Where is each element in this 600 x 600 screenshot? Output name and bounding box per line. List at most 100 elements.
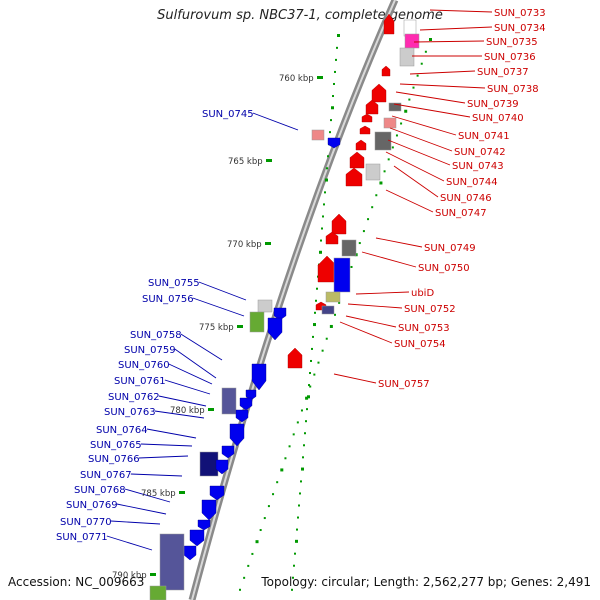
- gene-label-forward[interactable]: SUN_0755: [148, 278, 200, 289]
- gene-feature[interactable]: [197, 519, 211, 531]
- gene-feature[interactable]: [287, 347, 303, 369]
- gene-feature[interactable]: [201, 499, 217, 521]
- gene-feature[interactable]: [349, 151, 365, 169]
- gene-feature[interactable]: [374, 131, 392, 151]
- gene-label-reverse[interactable]: ubiD: [411, 288, 434, 299]
- gene-label-reverse[interactable]: SUN_0736: [484, 52, 536, 63]
- gene-feature[interactable]: [404, 33, 420, 49]
- gene-label-reverse[interactable]: SUN_0747: [435, 208, 487, 219]
- gene-feature[interactable]: [239, 397, 253, 411]
- gene-label-reverse[interactable]: SUN_0744: [446, 177, 498, 188]
- gene-label-reverse[interactable]: SUN_0757: [378, 379, 430, 390]
- gene-feature[interactable]: [381, 65, 391, 77]
- scale-tick: [291, 588, 293, 591]
- gene-label-forward[interactable]: SUN_0765: [90, 440, 142, 451]
- gene-label-reverse[interactable]: SUN_0753: [398, 323, 450, 334]
- gene-feature[interactable]: [215, 459, 229, 475]
- gene-feature[interactable]: [235, 409, 249, 423]
- gene-feature[interactable]: [383, 13, 395, 35]
- gene-feature[interactable]: [325, 231, 339, 245]
- gene-label-reverse[interactable]: SUN_0752: [404, 304, 456, 315]
- scale-tick: [309, 372, 311, 375]
- gene-feature[interactable]: [251, 363, 267, 391]
- gene-label-reverse[interactable]: SUN_0733: [494, 8, 546, 19]
- gene-label-forward[interactable]: SUN_0762: [108, 392, 160, 403]
- gene-feature[interactable]: [257, 299, 273, 313]
- gene-feature[interactable]: [183, 545, 197, 561]
- gene-feature[interactable]: [359, 125, 371, 135]
- gene-feature[interactable]: [341, 239, 357, 257]
- gene-feature[interactable]: [388, 102, 402, 112]
- gene-label-forward[interactable]: SUN_0770: [60, 517, 112, 528]
- gene-feature[interactable]: [361, 113, 373, 123]
- gene-feature[interactable]: [229, 423, 245, 447]
- gene-feature[interactable]: [365, 163, 381, 181]
- gene-feature[interactable]: [149, 585, 167, 600]
- gene-feature[interactable]: [371, 83, 387, 103]
- scale-tick: [327, 155, 329, 158]
- scale-tick: [284, 457, 287, 460]
- gene-label-forward[interactable]: SUN_0745: [202, 109, 254, 120]
- scale-tick: [331, 106, 334, 110]
- gene-feature[interactable]: [333, 257, 351, 293]
- gene-label-forward[interactable]: SUN_0769: [66, 500, 118, 511]
- scale-tick: [311, 347, 313, 350]
- gene-feature[interactable]: [199, 451, 219, 477]
- gene-feature[interactable]: [311, 129, 325, 141]
- gene-feature[interactable]: [189, 529, 205, 547]
- gene-label-reverse[interactable]: SUN_0743: [452, 161, 504, 172]
- gene-feature[interactable]: [403, 19, 417, 37]
- gene-feature[interactable]: [245, 389, 257, 401]
- accession-text: Accession: NC_009663: [8, 575, 145, 589]
- gene-label-forward[interactable]: SUN_0771: [56, 532, 108, 543]
- scale-tick: [400, 122, 403, 125]
- gene-label-reverse[interactable]: SUN_0740: [472, 113, 524, 124]
- label-leader-line: [168, 363, 213, 385]
- label-leader-line: [252, 112, 299, 131]
- gene-feature[interactable]: [221, 387, 237, 415]
- gene-label-forward[interactable]: SUN_0763: [104, 407, 156, 418]
- gene-feature[interactable]: [383, 117, 397, 129]
- gene-label-forward[interactable]: SUN_0758: [130, 330, 182, 341]
- gene-label-reverse[interactable]: SUN_0739: [467, 99, 519, 110]
- gene-label-reverse[interactable]: SUN_0738: [487, 84, 539, 95]
- scale-tick: [379, 181, 383, 185]
- gene-label-reverse[interactable]: SUN_0750: [418, 263, 470, 274]
- gene-label-forward[interactable]: SUN_0767: [80, 470, 132, 481]
- gene-feature[interactable]: [399, 47, 415, 67]
- gene-label-forward[interactable]: SUN_0761: [114, 376, 166, 387]
- gene-label-forward[interactable]: SUN_0756: [142, 294, 194, 305]
- gene-label-reverse[interactable]: SUN_0735: [486, 37, 538, 48]
- gene-label-reverse[interactable]: SUN_0746: [440, 193, 492, 204]
- gene-feature[interactable]: [221, 445, 235, 459]
- gene-label-forward[interactable]: SUN_0768: [74, 485, 126, 496]
- gene-feature[interactable]: [209, 485, 225, 501]
- gene-label-reverse[interactable]: SUN_0737: [477, 67, 529, 78]
- scale-major-tick: [317, 76, 323, 79]
- gene-label-forward[interactable]: SUN_0766: [88, 454, 140, 465]
- gene-label-reverse[interactable]: SUN_0749: [424, 243, 476, 254]
- gene-feature[interactable]: [345, 167, 363, 187]
- gene-feature[interactable]: [331, 213, 347, 235]
- gene-feature[interactable]: [355, 139, 367, 151]
- gene-feature[interactable]: [365, 99, 379, 115]
- gene-feature[interactable]: [327, 137, 341, 149]
- gene-feature[interactable]: [325, 291, 341, 303]
- gene-feature[interactable]: [273, 307, 287, 321]
- gene-label-reverse[interactable]: SUN_0741: [458, 131, 510, 142]
- gene-feature[interactable]: [317, 255, 337, 283]
- gene-label-forward[interactable]: SUN_0760: [118, 360, 170, 371]
- gene-label-reverse[interactable]: SUN_0754: [394, 339, 446, 350]
- gene-feature[interactable]: [267, 317, 283, 341]
- scale-tick: [288, 445, 291, 448]
- gene-label-reverse[interactable]: SUN_0734: [494, 23, 546, 34]
- gene-feature[interactable]: [321, 305, 335, 315]
- gene-label-reverse[interactable]: SUN_0742: [454, 147, 506, 158]
- gene-feature[interactable]: [249, 311, 265, 333]
- scale-tick: [247, 564, 250, 567]
- gene-label-forward[interactable]: SUN_0759: [124, 345, 176, 356]
- gene-feature[interactable]: [159, 533, 185, 591]
- scale-tick: [310, 359, 312, 362]
- scale-tick: [305, 420, 307, 423]
- gene-label-forward[interactable]: SUN_0764: [96, 425, 148, 436]
